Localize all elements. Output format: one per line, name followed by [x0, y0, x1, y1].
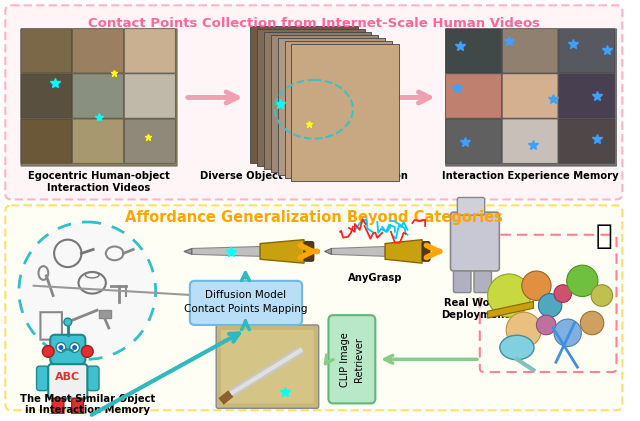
Polygon shape [260, 240, 304, 263]
FancyBboxPatch shape [73, 119, 124, 163]
FancyBboxPatch shape [422, 242, 430, 261]
FancyBboxPatch shape [445, 29, 616, 166]
Polygon shape [332, 247, 385, 256]
Circle shape [488, 274, 531, 317]
FancyBboxPatch shape [190, 281, 302, 325]
Polygon shape [271, 35, 378, 172]
Text: Diffusion Model
Contact Points Mapping: Diffusion Model Contact Points Mapping [184, 290, 307, 314]
FancyBboxPatch shape [124, 74, 175, 118]
Circle shape [42, 346, 54, 357]
FancyBboxPatch shape [559, 119, 614, 163]
FancyBboxPatch shape [52, 399, 64, 416]
FancyBboxPatch shape [453, 271, 471, 293]
Circle shape [538, 293, 562, 317]
Polygon shape [385, 240, 422, 263]
Text: Contact Points Collection from Internet-Scale Human Videos: Contact Points Collection from Internet-… [88, 17, 540, 30]
Circle shape [554, 285, 572, 302]
Text: The Most Similar Object
in Interaction Memory: The Most Similar Object in Interaction M… [20, 394, 155, 415]
Circle shape [70, 343, 79, 352]
FancyBboxPatch shape [72, 399, 83, 416]
Polygon shape [291, 43, 399, 181]
FancyBboxPatch shape [451, 212, 499, 271]
Circle shape [72, 345, 77, 350]
FancyBboxPatch shape [502, 29, 558, 73]
FancyBboxPatch shape [21, 29, 72, 73]
Circle shape [64, 318, 72, 326]
FancyBboxPatch shape [502, 119, 558, 163]
Circle shape [591, 285, 612, 306]
FancyBboxPatch shape [48, 364, 87, 399]
FancyBboxPatch shape [559, 74, 614, 118]
Polygon shape [278, 37, 385, 175]
FancyBboxPatch shape [445, 29, 501, 73]
FancyBboxPatch shape [48, 414, 64, 421]
Circle shape [554, 319, 581, 346]
FancyBboxPatch shape [87, 366, 99, 391]
FancyBboxPatch shape [73, 29, 124, 73]
Circle shape [566, 265, 598, 296]
Text: Egocentric Human-object
Interaction Videos: Egocentric Human-object Interaction Vide… [28, 171, 170, 193]
FancyBboxPatch shape [21, 119, 72, 163]
FancyBboxPatch shape [5, 205, 622, 410]
Text: Diverse Object Affordance Collection: Diverse Object Affordance Collection [200, 171, 408, 181]
FancyBboxPatch shape [304, 242, 314, 261]
Polygon shape [264, 32, 371, 169]
FancyBboxPatch shape [73, 74, 124, 118]
FancyBboxPatch shape [502, 74, 558, 118]
Polygon shape [250, 26, 358, 163]
Circle shape [580, 311, 604, 335]
FancyBboxPatch shape [5, 5, 622, 200]
FancyBboxPatch shape [474, 271, 492, 293]
Polygon shape [324, 248, 332, 254]
FancyBboxPatch shape [124, 29, 175, 73]
FancyBboxPatch shape [216, 325, 319, 408]
FancyBboxPatch shape [328, 315, 375, 403]
FancyBboxPatch shape [72, 414, 87, 421]
Polygon shape [257, 29, 365, 166]
Text: ABC: ABC [55, 372, 81, 382]
FancyBboxPatch shape [21, 29, 177, 166]
Circle shape [536, 315, 556, 335]
FancyBboxPatch shape [21, 74, 72, 118]
Circle shape [19, 222, 156, 359]
FancyBboxPatch shape [445, 74, 501, 118]
Polygon shape [285, 40, 392, 178]
Ellipse shape [500, 335, 534, 360]
Text: Interaction Experience Memory: Interaction Experience Memory [442, 171, 619, 181]
FancyBboxPatch shape [124, 119, 175, 163]
Text: AnyGrasp: AnyGrasp [348, 273, 403, 283]
FancyBboxPatch shape [221, 330, 314, 403]
Circle shape [81, 346, 93, 357]
FancyBboxPatch shape [458, 197, 484, 215]
Text: Affordance Generalization Beyond Categories: Affordance Generalization Beyond Categor… [125, 210, 503, 225]
Polygon shape [184, 248, 192, 254]
Polygon shape [488, 301, 534, 318]
Circle shape [506, 312, 541, 347]
Circle shape [58, 345, 63, 350]
FancyBboxPatch shape [559, 29, 614, 73]
FancyBboxPatch shape [445, 119, 501, 163]
Polygon shape [192, 247, 260, 256]
Text: Real World
Deployment: Real World Deployment [441, 298, 509, 320]
Circle shape [56, 343, 66, 352]
Circle shape [522, 271, 551, 301]
Text: CLIP Image
Retriever: CLIP Image Retriever [340, 332, 364, 386]
Bar [99, 310, 111, 318]
Text: 🌹: 🌹 [595, 222, 612, 250]
FancyBboxPatch shape [36, 366, 48, 391]
FancyBboxPatch shape [50, 335, 85, 364]
